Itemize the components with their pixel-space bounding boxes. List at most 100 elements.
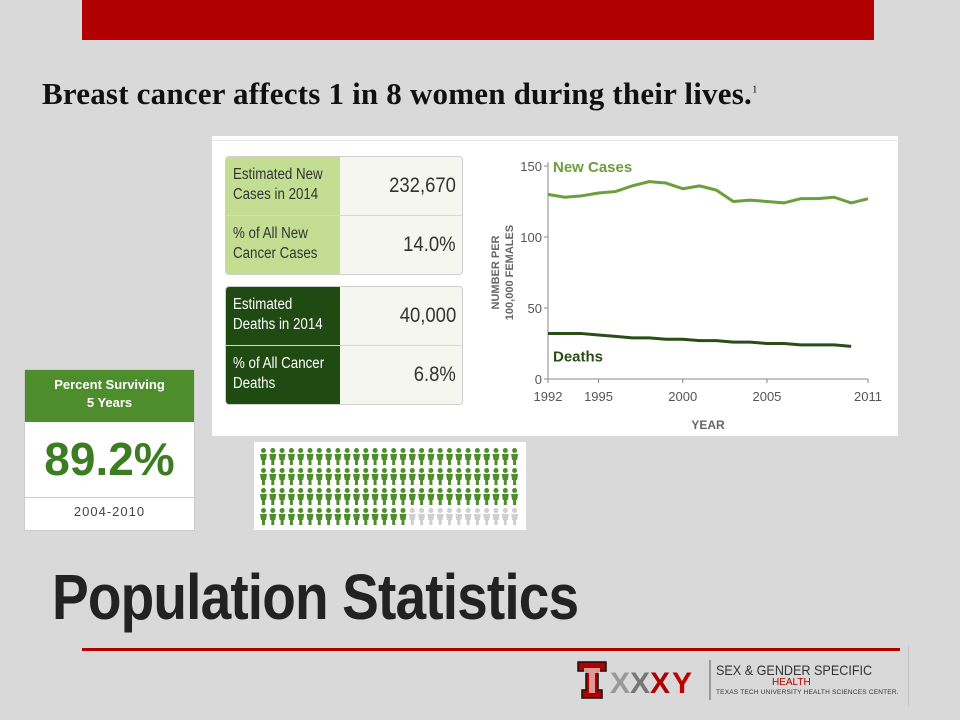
person-icon <box>455 508 463 525</box>
person-icon <box>492 448 500 465</box>
person-icon <box>511 448 519 465</box>
new-cases-percent-label: % of All New Cancer Cases <box>226 216 340 274</box>
new-cases-percent-row: % of All New Cancer Cases 14.0% <box>226 216 462 274</box>
deaths-percent-label: % of All Cancer Deaths <box>226 346 340 404</box>
deaths-percent-value: 6.8% <box>413 363 456 386</box>
person-icon <box>408 508 416 525</box>
person-icon <box>501 468 509 485</box>
person-icon <box>492 468 500 485</box>
person-icon <box>418 508 426 525</box>
person-icon <box>492 508 500 525</box>
person-icon <box>362 488 370 505</box>
survival-years: 2004-2010 <box>73 504 146 519</box>
person-icon <box>473 448 481 465</box>
person-icon <box>455 448 463 465</box>
person-icon <box>343 488 351 505</box>
person-icon <box>511 508 519 525</box>
person-icon <box>269 488 277 505</box>
survival-divider <box>25 497 194 498</box>
deaths-estimate-row: Estimated Deaths in 2014 40,000 <box>226 287 462 346</box>
person-icon <box>260 488 267 505</box>
person-icon <box>390 508 398 525</box>
svg-text:X: X <box>610 667 630 700</box>
person-icon <box>371 468 379 485</box>
person-icon <box>325 488 333 505</box>
person-icon <box>427 468 435 485</box>
person-icon <box>464 448 472 465</box>
corner-divider <box>908 646 909 706</box>
person-icon <box>306 448 314 465</box>
person-icon <box>380 448 388 465</box>
logo-line3: TEXAS TECH UNIVERSITY HEALTH SCIENCES CE… <box>716 689 899 696</box>
person-icon <box>278 508 286 525</box>
logo-line1: SEX & GENDER SPECIFIC <box>716 662 873 678</box>
svg-text:X: X <box>630 667 650 700</box>
deaths-estimate-label: Estimated Deaths in 2014 <box>226 287 340 345</box>
person-icon <box>306 468 314 485</box>
person-icon <box>343 448 351 465</box>
person-icon <box>436 508 444 525</box>
person-icon <box>483 468 491 485</box>
footnote-marker: 1 <box>751 83 758 96</box>
x-tick-label: 2005 <box>752 389 781 404</box>
person-icon <box>297 448 305 465</box>
person-icon <box>436 448 444 465</box>
svg-text:Y: Y <box>672 667 692 700</box>
new-cases-estimate-row: Estimated New Cases in 2014 232,670 <box>226 157 462 216</box>
person-icon <box>483 488 491 505</box>
person-icon <box>362 508 370 525</box>
y-tick-label: 100 <box>520 230 542 245</box>
person-icon <box>315 488 323 505</box>
headline: Breast cancer affects 1 in 8 women durin… <box>42 76 758 112</box>
person-icon <box>408 488 416 505</box>
new-cases-estimate-value: 232,670 <box>389 174 456 197</box>
person-icon <box>353 468 360 485</box>
person-icon <box>325 508 333 525</box>
person-icon <box>399 488 407 505</box>
deaths-percent-label-text: % of All Cancer Deaths <box>233 355 325 392</box>
deaths-card: Estimated Deaths in 2014 40,000 % of All… <box>225 286 463 405</box>
person-icon <box>260 508 267 525</box>
person-icon <box>455 468 463 485</box>
person-icon <box>287 468 295 485</box>
survival-card: Percent Surviving 5 Years 89.2% 2004-201… <box>24 369 195 531</box>
person-icon <box>297 468 305 485</box>
deaths-percent-row: % of All Cancer Deaths 6.8% <box>226 346 462 404</box>
person-icon <box>427 508 435 525</box>
person-icon <box>353 448 360 465</box>
person-icon <box>353 508 360 525</box>
deaths-estimate-value: 40,000 <box>399 304 456 327</box>
person-icon <box>325 468 333 485</box>
svg-text:X: X <box>650 667 670 700</box>
person-icon <box>371 488 379 505</box>
person-icon <box>362 448 370 465</box>
person-icon <box>399 508 407 525</box>
person-icon <box>362 468 370 485</box>
person-icon <box>297 508 305 525</box>
slide-title: Population Statistics <box>52 561 579 633</box>
person-icon <box>380 468 388 485</box>
person-icon <box>371 448 379 465</box>
x-axis-label: YEAR <box>691 418 725 432</box>
person-icon <box>427 448 435 465</box>
person-icon <box>483 508 491 525</box>
person-icon <box>278 448 286 465</box>
new-cases-estimate-label-text: Estimated New Cases in 2014 <box>233 166 323 203</box>
deaths-estimate-label-text: Estimated Deaths in 2014 <box>233 296 323 333</box>
new-cases-card: Estimated New Cases in 2014 232,670 % of… <box>225 156 463 275</box>
y-axis-label-line-2: 100,000 FEMALES <box>504 225 516 320</box>
person-icon <box>446 508 453 525</box>
survival-value: 89.2% <box>44 433 175 485</box>
person-icon <box>371 508 379 525</box>
person-icon <box>315 468 323 485</box>
x-tick-label: 2000 <box>668 389 697 404</box>
person-icon <box>492 488 500 505</box>
person-icon <box>390 468 398 485</box>
survival-header-text: Percent Surviving 5 Years <box>54 377 165 410</box>
person-icon <box>446 448 453 465</box>
person-icon <box>315 508 323 525</box>
series-line-new-cases <box>547 180 869 205</box>
person-icon <box>380 488 388 505</box>
person-icon <box>473 468 481 485</box>
person-icon <box>306 488 314 505</box>
